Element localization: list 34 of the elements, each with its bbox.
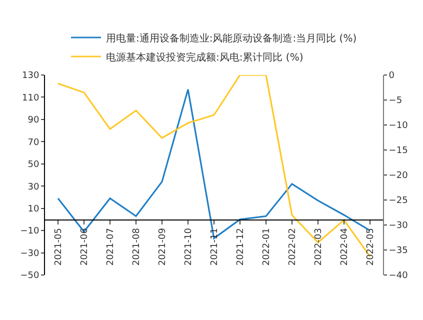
y2-tick-label: −20 <box>388 171 408 182</box>
y-tick-label: 10 <box>28 204 40 214</box>
y-tick-label: −30 <box>20 248 40 259</box>
x-tick-label: 2021-12 <box>236 228 246 266</box>
x-tick-label: 2022-05 <box>366 228 376 266</box>
y2-tick-label: −25 <box>388 196 408 206</box>
y-tick-label: 70 <box>28 138 40 148</box>
x-tick-label: 2021-08 <box>132 228 142 266</box>
y-tick-label: 130 <box>22 71 40 82</box>
y2-tick-label: −10 <box>388 121 408 132</box>
x-tick-label: 2021-06 <box>80 228 90 266</box>
y2-tick-label: 0 <box>388 71 395 82</box>
x-tick-label: 2021-10 <box>184 228 194 266</box>
y-tick-label: −10 <box>20 226 40 237</box>
y2-tick-label: −15 <box>388 146 408 156</box>
y2-tick-label: −40 <box>388 271 408 282</box>
y-tick-label: 30 <box>28 182 40 192</box>
legend-label: 电源基本建设投资完成额:风电:累计同比 (%) <box>106 51 304 64</box>
x-tick-label: 2022-03 <box>314 228 324 266</box>
y-tick-label: −50 <box>20 271 40 282</box>
x-tick-label: 2021-11 <box>210 228 220 266</box>
legend-label: 用电量:通用设备制造业:风能原动设备制造:当月同比 (%) <box>106 32 357 44</box>
x-tick-label: 2022-01 <box>262 228 272 266</box>
y2-tick-label: −30 <box>388 221 408 232</box>
y-tick-label: 50 <box>28 160 40 170</box>
y2-tick-label: −5 <box>388 96 402 106</box>
y-tick-label: 110 <box>22 93 40 104</box>
x-tick-label: 2022-02 <box>288 228 298 266</box>
x-tick-label: 2021-05 <box>54 228 64 266</box>
x-tick-label: 2022-04 <box>340 228 350 266</box>
y2-tick-label: −35 <box>388 246 408 256</box>
x-tick-label: 2021-07 <box>106 228 116 266</box>
x-tick-label: 2021-09 <box>158 228 168 266</box>
y-tick-label: 90 <box>28 116 40 126</box>
